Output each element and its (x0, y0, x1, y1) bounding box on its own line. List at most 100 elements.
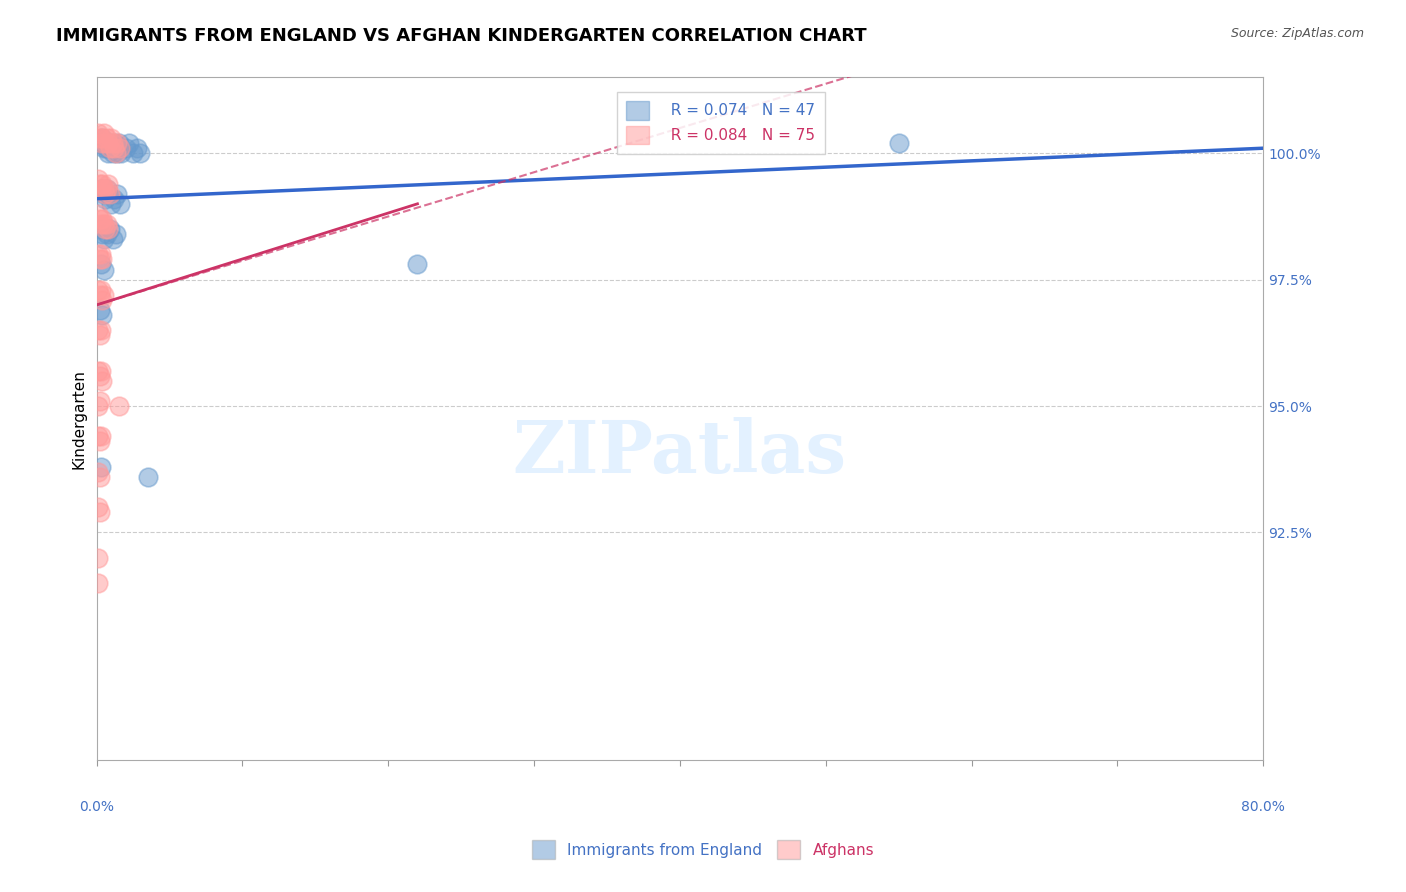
Point (93, 287, 115, 301)
Point (101, 136, 124, 150)
Point (87, 126, 110, 140)
Point (89, 368, 111, 383)
Point (87, 550, 110, 565)
Point (90, 181, 112, 195)
Point (100, 131, 122, 145)
Point (90, 136, 112, 150)
Point (96, 181, 118, 195)
Point (103, 141, 125, 155)
Point (91, 131, 114, 145)
Point (89, 328, 111, 343)
Point (87, 465, 110, 479)
Text: IMMIGRANTS FROM ENGLAND VS AFGHAN KINDERGARTEN CORRELATION CHART: IMMIGRANTS FROM ENGLAND VS AFGHAN KINDER… (56, 27, 868, 45)
Point (122, 146, 145, 161)
Point (89, 136, 111, 150)
Point (87, 576, 110, 591)
Point (90, 364, 112, 378)
Point (107, 399, 129, 413)
Point (96, 181, 118, 195)
Point (97, 136, 120, 150)
Point (93, 217, 115, 231)
Point (104, 227, 127, 241)
Point (406, 257, 429, 271)
Point (98, 186, 121, 201)
Y-axis label: Kindergarten: Kindergarten (72, 368, 86, 468)
Point (127, 141, 149, 155)
Point (89, 131, 111, 145)
Text: Source: ZipAtlas.com: Source: ZipAtlas.com (1230, 27, 1364, 40)
Point (104, 141, 127, 155)
Point (87, 364, 110, 378)
Point (136, 470, 159, 484)
Point (118, 136, 141, 150)
Text: ZIPatlas: ZIPatlas (513, 417, 846, 488)
Point (89, 505, 111, 519)
Point (91, 293, 114, 307)
Point (91, 131, 114, 145)
Point (90, 323, 112, 337)
Point (94, 192, 117, 206)
Point (90, 283, 112, 297)
Point (96, 217, 118, 231)
Point (89, 302, 111, 317)
Point (96, 131, 118, 145)
Point (129, 146, 152, 161)
Point (101, 232, 124, 246)
Point (91, 308, 114, 322)
Point (94, 136, 117, 150)
Point (91, 177, 114, 191)
Point (87, 283, 110, 297)
Point (89, 211, 111, 226)
Point (96, 227, 118, 241)
Point (90, 247, 112, 261)
Point (90, 181, 112, 195)
Point (94, 222, 117, 236)
Point (100, 141, 122, 155)
Point (107, 136, 129, 150)
Point (105, 186, 128, 201)
Point (93, 141, 115, 155)
Point (93, 262, 115, 277)
Point (91, 252, 114, 267)
Point (108, 196, 131, 211)
Point (114, 141, 136, 155)
Point (90, 459, 112, 474)
Point (103, 192, 125, 206)
Point (105, 146, 128, 161)
Point (89, 222, 111, 236)
Point (887, 136, 910, 150)
Point (91, 227, 114, 241)
Point (89, 287, 111, 301)
Point (104, 146, 127, 161)
Point (87, 399, 110, 413)
Point (97, 186, 120, 201)
Point (98, 141, 121, 155)
Point (108, 141, 131, 155)
Point (96, 141, 118, 155)
Legend: Immigrants from England, Afghans: Immigrants from England, Afghans (524, 832, 882, 866)
Point (87, 500, 110, 515)
Point (97, 222, 120, 236)
Point (101, 146, 124, 161)
Point (110, 146, 132, 161)
Point (90, 217, 112, 231)
Point (90, 257, 112, 271)
Text: 0.0%: 0.0% (79, 800, 114, 814)
Point (87, 429, 110, 443)
Point (89, 394, 111, 409)
Point (98, 222, 121, 236)
Point (94, 136, 117, 150)
Point (90, 429, 112, 443)
Point (89, 470, 111, 484)
Point (97, 146, 120, 161)
Point (100, 196, 122, 211)
Point (89, 252, 111, 267)
Legend:   R = 0.074   N = 47,   R = 0.084   N = 75: R = 0.074 N = 47, R = 0.084 N = 75 (617, 92, 824, 153)
Point (98, 136, 121, 150)
Point (93, 181, 115, 195)
Point (91, 211, 114, 226)
Point (97, 177, 120, 191)
Point (93, 232, 115, 246)
Point (89, 434, 111, 449)
Point (108, 141, 131, 155)
